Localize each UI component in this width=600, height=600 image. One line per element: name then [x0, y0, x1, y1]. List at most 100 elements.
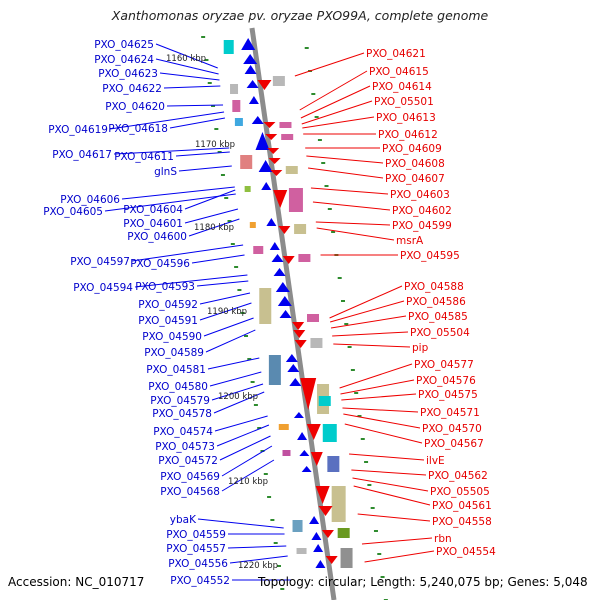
- gene-domain-block: [322, 424, 337, 442]
- gene-label-left: PXO_04619: [48, 124, 108, 136]
- gene-arrow-forward: [243, 54, 258, 64]
- gene-label-right: PXO_04609: [382, 143, 442, 155]
- gene-domain-block: [240, 155, 253, 169]
- track-tick: [257, 427, 262, 429]
- gene-label-left: PXO_04552: [170, 575, 230, 587]
- track-tick: [220, 174, 225, 176]
- gene-label-left: PXO_04606: [60, 194, 120, 206]
- gene-label-right: PXO_04576: [416, 375, 476, 387]
- scale-label: 1160 kbp: [166, 54, 206, 64]
- gene-label-left: PXO_04596: [130, 258, 190, 270]
- gene-label-right: PXO_04561: [432, 500, 492, 512]
- gene-domain-block: [340, 548, 353, 568]
- gene-label-left: PXO_04593: [135, 281, 195, 293]
- gene-label-left: PXO_04568: [160, 486, 220, 498]
- gene-domain-block: [259, 288, 272, 324]
- gene-label-left: PXO_04605: [43, 206, 103, 218]
- gene-label-right: PXO_04562: [428, 470, 488, 482]
- track-tick: [354, 392, 359, 394]
- gene-label-right: rbn: [434, 533, 452, 545]
- gene-label-left: PXO_04620: [105, 101, 165, 113]
- track-tick: [204, 59, 209, 61]
- track-tick: [347, 346, 352, 348]
- gene-label-left: PXO_04597: [70, 256, 130, 268]
- gene-domain-block: [230, 84, 239, 94]
- gene-label-left: PXO_04569: [160, 471, 220, 483]
- track-tick: [304, 47, 309, 49]
- leader-line: [214, 415, 268, 432]
- gene-domain-block: [294, 224, 307, 234]
- track-tick: [214, 128, 219, 130]
- gene-arrow-forward: [275, 282, 290, 292]
- gene-label-left: PXO_04578: [152, 408, 212, 420]
- gene-arrow-reverse: [263, 122, 276, 128]
- track-tick: [234, 266, 239, 268]
- gene-label-left: PXO_04574: [153, 426, 213, 438]
- gene-domain-block: [296, 548, 307, 554]
- leader-line: [353, 485, 431, 506]
- leader-line: [178, 165, 232, 172]
- gene-label-right: PXO_05505: [430, 486, 490, 498]
- gene-label-left: PXO_04580: [148, 381, 208, 393]
- track-tick: [364, 461, 369, 463]
- track-tick: [370, 507, 375, 509]
- leader-line: [155, 58, 219, 75]
- leader-line: [196, 280, 249, 287]
- gene-label-right: PXO_04595: [400, 250, 460, 262]
- gene-label-left: PXO_04604: [123, 204, 183, 216]
- track-tick: [321, 162, 326, 164]
- gene-label-right: PXO_04554: [436, 546, 496, 558]
- gene-label-right: PXO_04570: [422, 423, 482, 435]
- track-tick: [367, 484, 372, 486]
- gene-label-left: PXO_04557: [166, 543, 226, 555]
- gene-arrow-forward: [246, 80, 259, 88]
- gene-label-left: PXO_04590: [142, 331, 202, 343]
- gene-arrow-forward: [271, 254, 284, 262]
- gene-domain-block: [223, 40, 234, 54]
- gene-domain-block: [249, 222, 256, 228]
- gene-domain-block: [285, 166, 298, 174]
- track-tick: [250, 381, 255, 383]
- leader-line: [364, 550, 435, 563]
- gene-label-right: PXO_05501: [374, 96, 434, 108]
- leader-line: [308, 167, 384, 179]
- gene-domain-block: [310, 338, 323, 348]
- gene-arrow-forward: [241, 38, 256, 50]
- track-tick: [350, 369, 355, 371]
- track-tick: [227, 220, 232, 222]
- leader-line: [134, 274, 248, 288]
- leader-line: [207, 357, 260, 370]
- track-tick: [253, 404, 258, 406]
- track-tick: [377, 553, 382, 555]
- gene-arrow-reverse: [294, 340, 307, 348]
- gene-arrow-forward: [285, 354, 298, 362]
- leader-line: [301, 100, 373, 125]
- scale-label: 1170 kbp: [195, 140, 235, 150]
- leader-line: [330, 300, 405, 323]
- track-tick: [357, 415, 362, 417]
- track-tick: [230, 243, 235, 245]
- gene-arrow-forward: [251, 116, 264, 124]
- gene-domain-block: [268, 355, 281, 385]
- leader-line: [330, 315, 407, 329]
- gene-label-left: PXO_04611: [114, 151, 174, 163]
- leader-line: [229, 555, 288, 564]
- gene-label-right: PXO_04586: [406, 296, 466, 308]
- leader-line: [131, 244, 244, 262]
- gene-arrow-forward: [266, 218, 277, 226]
- leader-line: [104, 193, 236, 212]
- leader-line: [352, 477, 429, 492]
- gene-arrow-reverse: [293, 330, 306, 338]
- leader-line: [197, 518, 284, 529]
- gene-label-right: PXO_04558: [432, 516, 492, 528]
- genome-summary: Topology: circular; Length: 5,240,075 bp…: [258, 575, 588, 589]
- scale-label: 1200 kbp: [218, 392, 258, 402]
- gene-arrow-forward: [309, 516, 320, 524]
- track-tick: [260, 450, 265, 452]
- gene-domain-block: [278, 424, 289, 430]
- track-tick: [324, 185, 329, 187]
- gene-arrow-forward: [299, 450, 310, 456]
- track-tick: [237, 289, 242, 291]
- gene-domain-block: [232, 100, 241, 112]
